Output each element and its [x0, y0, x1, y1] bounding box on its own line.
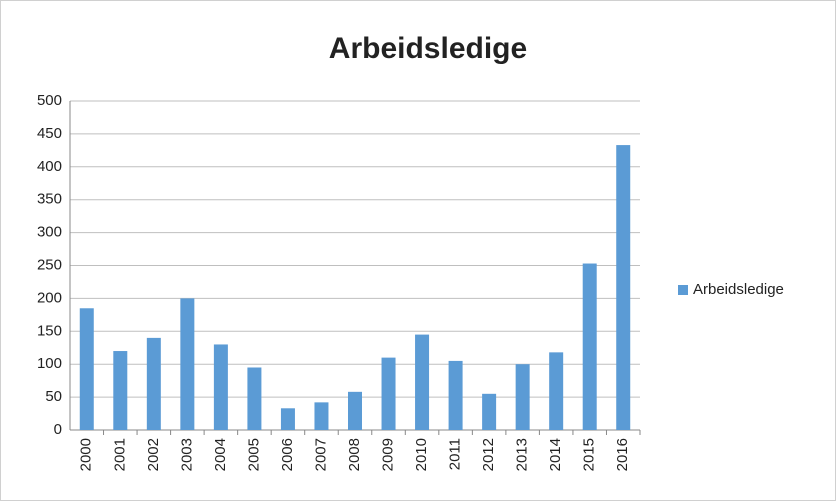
legend-label: Arbeidsledige: [693, 281, 784, 298]
y-tick-label: 350: [37, 191, 62, 208]
bar: [180, 298, 195, 430]
x-tick-label: 2001: [111, 438, 128, 471]
x-tick-label: 2009: [379, 438, 396, 471]
x-tick-label: 2000: [78, 438, 95, 471]
x-tick-label: 2008: [346, 438, 363, 471]
y-tick-label: 0: [54, 421, 62, 438]
bar: [213, 344, 228, 430]
y-tick-label: 50: [45, 388, 62, 405]
y-tick-label: 300: [37, 224, 62, 241]
bar: [616, 145, 631, 430]
x-tick-label: 2010: [413, 438, 430, 471]
x-tick-label: 2016: [614, 438, 631, 471]
x-tick-label: 2007: [312, 438, 329, 471]
x-tick-label: 2012: [480, 438, 497, 471]
bar: [582, 263, 597, 430]
y-tick-label: 450: [37, 125, 62, 142]
bar: [448, 360, 463, 430]
x-tick-label: 2011: [447, 438, 464, 470]
x-tick-label: 2005: [245, 438, 262, 471]
y-tick-label: 250: [37, 256, 62, 273]
x-tick-label: 2013: [514, 438, 531, 471]
chart-title: Arbeidsledige: [329, 32, 527, 65]
y-tick-label: 150: [37, 322, 62, 339]
x-tick-label: 2006: [279, 438, 296, 471]
bar: [415, 334, 430, 430]
bar: [314, 402, 329, 430]
y-tick-label: 400: [37, 158, 62, 175]
bar: [247, 367, 262, 430]
bar: [146, 337, 161, 430]
legend-swatch: [678, 285, 688, 295]
bar: [381, 357, 396, 430]
x-tick-label: 2002: [145, 438, 162, 471]
y-tick-label: 500: [37, 92, 62, 109]
bar: [280, 408, 295, 430]
bar: [482, 393, 497, 430]
bar: [348, 391, 362, 430]
bar: [515, 364, 530, 430]
x-tick-label: 2014: [547, 438, 564, 471]
x-tick-label: 2003: [178, 438, 195, 471]
y-tick-label: 200: [37, 289, 62, 306]
bar: [79, 308, 94, 430]
bar: [549, 352, 564, 430]
y-tick-label: 100: [37, 355, 62, 372]
x-tick-label: 2015: [581, 438, 598, 471]
x-tick-label: 2004: [212, 438, 229, 471]
bar: [113, 351, 128, 430]
